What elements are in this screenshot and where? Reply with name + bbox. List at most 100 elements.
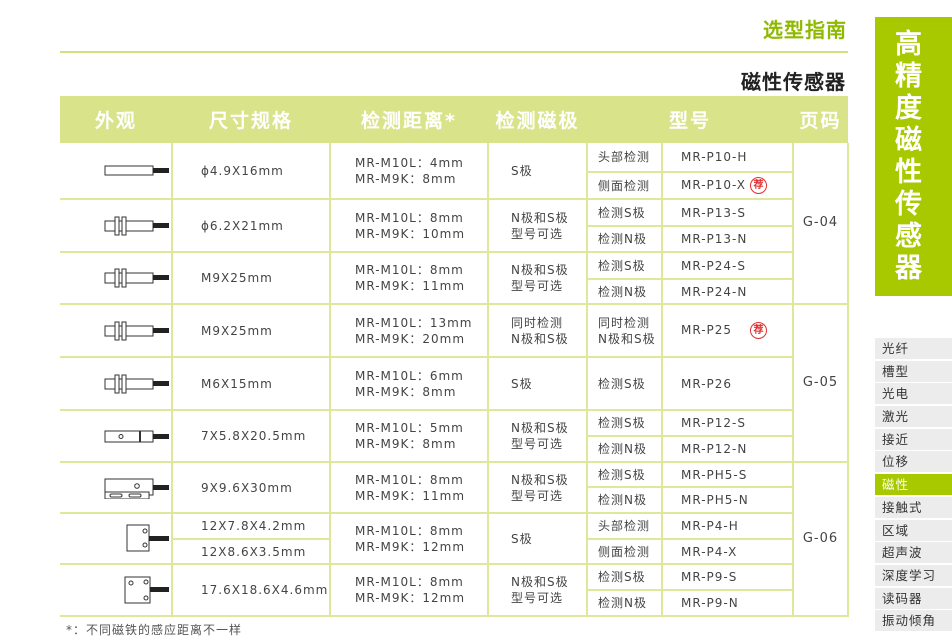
nav-item-5[interactable]: 位移 bbox=[875, 451, 952, 473]
col-model: 型号 bbox=[587, 96, 794, 143]
nav-item-10[interactable]: 深度学习 bbox=[875, 564, 952, 586]
model-number: MR-P26 bbox=[681, 376, 733, 391]
model-number: MR-P9-S bbox=[681, 570, 738, 584]
pole-cell: S极 bbox=[487, 512, 588, 565]
detect-type-cell: 检测S极 bbox=[586, 198, 663, 227]
detect-type: 头部检测 bbox=[598, 150, 651, 164]
distance-m9k: MR-M9K：8mm bbox=[355, 437, 457, 451]
distance-m10l: MR-M10L：8mm bbox=[355, 575, 464, 589]
detect-type: 检测S极 bbox=[598, 376, 646, 391]
size-cell: M9X25mm bbox=[171, 303, 331, 358]
detect-type: 检测S极 bbox=[598, 258, 646, 273]
nav-item-1[interactable]: 槽型 bbox=[875, 360, 952, 382]
distance-m9k: MR-M9K：10mm bbox=[355, 226, 466, 241]
pole-text: S极 bbox=[511, 531, 533, 546]
sensor-block-hole-icon bbox=[104, 430, 169, 443]
model-number: MR-P24-S bbox=[681, 258, 746, 273]
col-distance: 检测距离* bbox=[330, 96, 488, 143]
nav-item-12[interactable]: 振动倾角 bbox=[875, 610, 952, 632]
appearance-cell bbox=[60, 251, 173, 305]
detect-type-cell: 检测S极 bbox=[586, 563, 663, 591]
detect-type-cell: 头部检测 bbox=[586, 512, 663, 540]
size-cell: M9X25mm bbox=[171, 251, 331, 305]
distance-m9k: MR-M9K：12mm bbox=[355, 539, 466, 554]
table-row: 12X7.8X4.2mm MR-M10L：8mm MR-M9K：12mm S极 头部检测… bbox=[60, 512, 848, 565]
detect-type: 侧面检测 bbox=[598, 178, 651, 193]
model-number: MR-P10-H bbox=[681, 150, 748, 164]
pole-cell: N极和S极 型号可选 bbox=[487, 563, 588, 617]
model-number: MR-P13-N bbox=[681, 232, 748, 246]
category-banner: 高精度磁性传感器 bbox=[875, 17, 952, 296]
col-pole: 检测磁极 bbox=[488, 96, 587, 143]
nav-item-7[interactable]: 接触式 bbox=[875, 496, 952, 518]
model-cell: MR-P4-X bbox=[660, 538, 795, 565]
table-row: 9X9.6X30mm MR-M10L：8mm MR-M9K：11mm N极和S极 型号… bbox=[60, 461, 850, 617]
col-page: 页码 bbox=[793, 96, 849, 143]
size-cell: 12X8.6X3.5mm bbox=[172, 538, 331, 565]
distance-m10l: MR-M10L：5mm bbox=[355, 421, 464, 435]
table-row: 检测N极 MR-PH5-N bbox=[60, 486, 848, 514]
model-cell: MR-PH5-N bbox=[660, 486, 795, 514]
detect-type: 检测N极 bbox=[598, 442, 647, 456]
nav-item-4[interactable]: 接近 bbox=[875, 428, 952, 450]
table-row: M9X25mm MR-M10L：13mm MR-M9K：20mm 同时检测 N极和S极… bbox=[60, 303, 850, 463]
nav-item-9[interactable]: 超声波 bbox=[875, 542, 952, 564]
detect-type-cell: 检测N极 bbox=[587, 278, 663, 305]
distance-m10l: MR-M10L：8mm bbox=[355, 263, 464, 277]
recommended-badge: 荐 bbox=[750, 177, 767, 194]
model-cell: MR-P12-S bbox=[660, 409, 795, 437]
model-cell: MR-P10-X 荐 bbox=[660, 171, 795, 200]
nav-item-8[interactable]: 区域 bbox=[875, 519, 952, 541]
distance-cell: MR-M10L：8mm MR-M9K：12mm bbox=[329, 512, 489, 565]
detect-type-cell: 同时检测 N极和S极 bbox=[586, 303, 663, 358]
detect-type: 检测S极 bbox=[598, 570, 646, 584]
detect-type: 检测N极 bbox=[598, 493, 647, 507]
pole-text: N极和S极 型号可选 bbox=[511, 575, 569, 605]
distance-m10l: MR-M10L：8mm bbox=[355, 523, 464, 538]
model-cell: MR-PH5-S bbox=[660, 461, 795, 488]
model-number: MR-P10-X bbox=[681, 178, 746, 192]
pole-text: S极 bbox=[511, 163, 533, 178]
appearance-cell bbox=[60, 461, 173, 514]
sensor-cylinder-plain-icon bbox=[104, 165, 169, 175]
detect-type-cell: 检测N极 bbox=[587, 225, 663, 253]
distance-cell: MR-M10L：13mm MR-M9K：20mm bbox=[329, 303, 489, 358]
size-cell: 12X7.8X4.2mm bbox=[171, 512, 331, 540]
col-appearance: 外观 bbox=[60, 96, 172, 143]
pole-text: N极和S极 型号可选 bbox=[511, 210, 569, 241]
table-row: 检测N极 MR-P12-N bbox=[60, 435, 848, 463]
nav-item-0[interactable]: 光纤 bbox=[875, 338, 952, 359]
table-row: 检测N极 MR-P24-N bbox=[60, 278, 848, 305]
size-cell: 9X9.6X30mm bbox=[171, 461, 331, 514]
distance-m9k: MR-M9K：8mm bbox=[355, 171, 457, 186]
distance-m9k: MR-M9K：11mm bbox=[355, 279, 466, 293]
category-nav: 光纤 槽型 光电 激光 接近 位移 磁性 接触式 区域 超声波 深度学习 读码器 振动倾角 bbox=[875, 338, 952, 633]
distance-m9k: MR-M9K：11mm bbox=[355, 488, 466, 503]
model-number: MR-PH5-N bbox=[681, 493, 749, 507]
model-cell: MR-P12-N bbox=[660, 435, 795, 463]
detect-type-cell: 检测S极 bbox=[586, 461, 663, 488]
nav-item-11[interactable]: 读码器 bbox=[875, 587, 952, 609]
pole-cell: N极和S极 型号可选 bbox=[487, 409, 588, 463]
distance-m9k: MR-M9K：12mm bbox=[355, 591, 466, 605]
model-number: MR-P13-S bbox=[681, 205, 746, 220]
distance-m10l: MR-M10L：8mm bbox=[355, 210, 464, 225]
distance-cell: MR-M10L：5mm MR-M9K：8mm bbox=[329, 409, 489, 463]
nav-item-2[interactable]: 光电 bbox=[875, 383, 952, 405]
nav-item-6[interactable]: 磁性 bbox=[875, 474, 952, 496]
model-cell: MR-P25 荐 bbox=[660, 303, 795, 358]
table-row: 检测N极 MR-P13-N bbox=[60, 225, 848, 253]
model-cell: MR-P4-H bbox=[660, 512, 795, 540]
pole-cell: 同时检测 N极和S极 bbox=[487, 303, 588, 358]
model-cell: MR-P24-S bbox=[660, 251, 795, 280]
distance-cell: MR-M10L：8mm MR-M9K：11mm bbox=[329, 251, 489, 305]
detect-type-cell: 侧面检测 bbox=[586, 538, 663, 565]
table-row: 侧面检测 MR-P10-X 荐 bbox=[60, 171, 848, 200]
detect-type: 检测S极 bbox=[598, 416, 646, 430]
nav-item-3[interactable]: 激光 bbox=[875, 406, 952, 428]
model-cell: MR-P9-N bbox=[660, 589, 795, 617]
distance-cell: MR-M10L：8mm MR-M9K：12mm bbox=[329, 563, 489, 617]
model-number: MR-P25 bbox=[681, 323, 733, 337]
detect-type-cell: 头部检测 bbox=[586, 143, 663, 173]
distance-cell: MR-M10L：8mm MR-M9K：11mm bbox=[329, 461, 489, 514]
